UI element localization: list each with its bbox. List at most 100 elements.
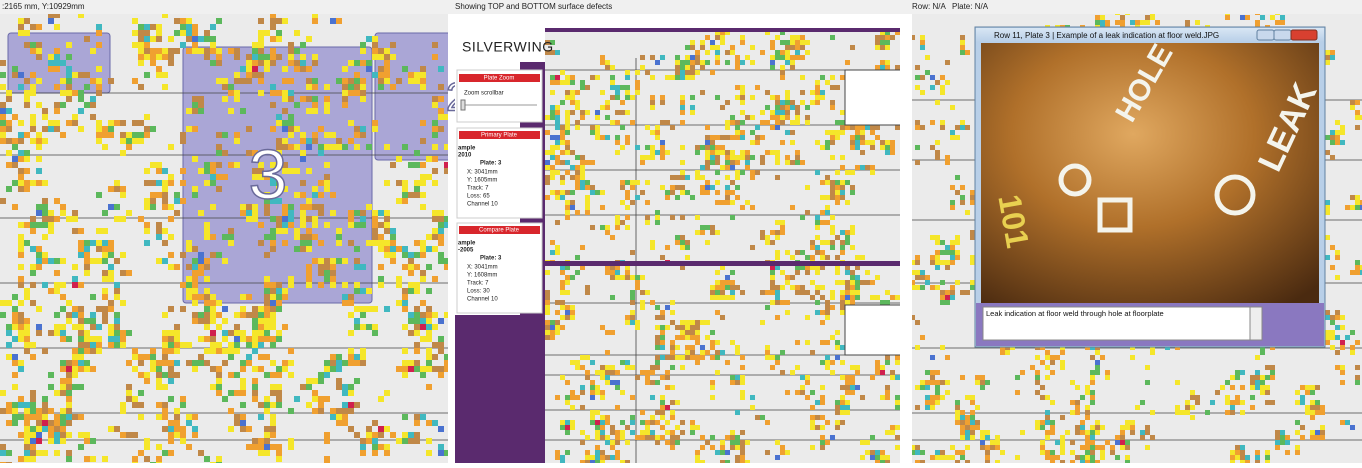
defect-cell (580, 430, 585, 435)
defect-cell (565, 120, 570, 125)
defect-cell (680, 325, 685, 330)
status-position: :2165 mm, Y:10929mm (2, 2, 85, 11)
defect-cell (144, 180, 150, 186)
defect-cell (204, 264, 210, 270)
defect-cell (735, 170, 740, 175)
defect-cell (246, 294, 252, 300)
defect-cell (258, 354, 264, 360)
defect-cell (875, 35, 880, 40)
defect-cell (815, 250, 820, 255)
defect-cell (192, 126, 198, 132)
defect-cell (354, 132, 360, 138)
defect-cell (885, 40, 890, 45)
defect-cell (850, 230, 855, 235)
defect-cell (885, 300, 890, 305)
defect-cell (715, 60, 720, 65)
defect-cell (210, 306, 216, 312)
defect-cell (785, 390, 790, 395)
defect-cell (156, 222, 162, 228)
defect-cell (54, 270, 60, 276)
defect-cell (565, 290, 570, 295)
defect-cell (785, 60, 790, 65)
defect-cell (66, 366, 72, 372)
defect-cell (890, 425, 895, 430)
defect-cell (312, 378, 318, 384)
defect-cell (234, 72, 240, 78)
defect-cell (690, 55, 695, 60)
defect-cell (96, 24, 102, 30)
defect-cell (555, 220, 560, 225)
defect-cell (348, 390, 354, 396)
defect-cell (192, 96, 198, 102)
defect-cell (795, 340, 800, 345)
defect-cell (402, 198, 408, 204)
defect-cell (270, 360, 276, 366)
defect-cell (348, 330, 354, 336)
defect-cell (240, 360, 246, 366)
defect-cell (162, 414, 168, 420)
defect-cell (222, 258, 228, 264)
defect-cell (384, 426, 390, 432)
defect-cell (30, 120, 36, 126)
defect-cell (204, 336, 210, 342)
defect-cell (420, 366, 426, 372)
defect-cell (750, 205, 755, 210)
defect-cell (408, 252, 414, 258)
defect-cell (216, 312, 222, 318)
defect-cell (825, 140, 830, 145)
defect-cell (555, 395, 560, 400)
defect-cell (680, 105, 685, 110)
defect-cell (660, 55, 665, 60)
defect-cell (12, 180, 18, 186)
defect-cell (810, 405, 815, 410)
defect-cell (294, 60, 300, 66)
defect-cell (348, 312, 354, 318)
defect-cell (138, 120, 144, 126)
defect-cell (1045, 365, 1050, 370)
defect-cell (306, 144, 312, 150)
defect-cell (174, 18, 180, 24)
defect-cell (690, 355, 695, 360)
defect-cell (300, 132, 306, 138)
defect-cell (750, 45, 755, 50)
defect-cell (282, 96, 288, 102)
defect-cell (680, 95, 685, 100)
defect-cell (640, 290, 645, 295)
defect-cell (815, 220, 820, 225)
defect-cell (306, 228, 312, 234)
defect-cell (180, 342, 186, 348)
defect-cell (670, 355, 675, 360)
defect-cell (132, 354, 138, 360)
defect-cell (690, 45, 695, 50)
defect-cell (705, 320, 710, 325)
defect-cell (710, 355, 715, 360)
defect-cell (1090, 435, 1095, 440)
defect-cell (420, 72, 426, 78)
defect-cell (1100, 425, 1105, 430)
defect-cell (414, 324, 420, 330)
defect-cell (336, 234, 342, 240)
defect-cell (108, 120, 114, 126)
defect-cell (805, 380, 810, 385)
defect-cell (605, 375, 610, 380)
defect-cell (835, 180, 840, 185)
defect-cell (12, 324, 18, 330)
defect-cell (880, 365, 885, 370)
defect-cell (740, 450, 745, 455)
defect-cell (390, 432, 396, 438)
defect-cell (820, 435, 825, 440)
defect-cell (402, 264, 408, 270)
defect-cell (655, 220, 660, 225)
defect-cell (715, 50, 720, 55)
defect-cell (246, 126, 252, 132)
defect-cell (42, 216, 48, 222)
defect-cell (875, 135, 880, 140)
defect-cell (865, 440, 870, 445)
defect-cell (312, 390, 318, 396)
defect-cell (825, 315, 830, 320)
defect-cell (730, 160, 735, 165)
defect-cell (900, 435, 905, 440)
defect-cell (585, 370, 590, 375)
defect-cell (234, 132, 240, 138)
defect-cell (102, 252, 108, 258)
